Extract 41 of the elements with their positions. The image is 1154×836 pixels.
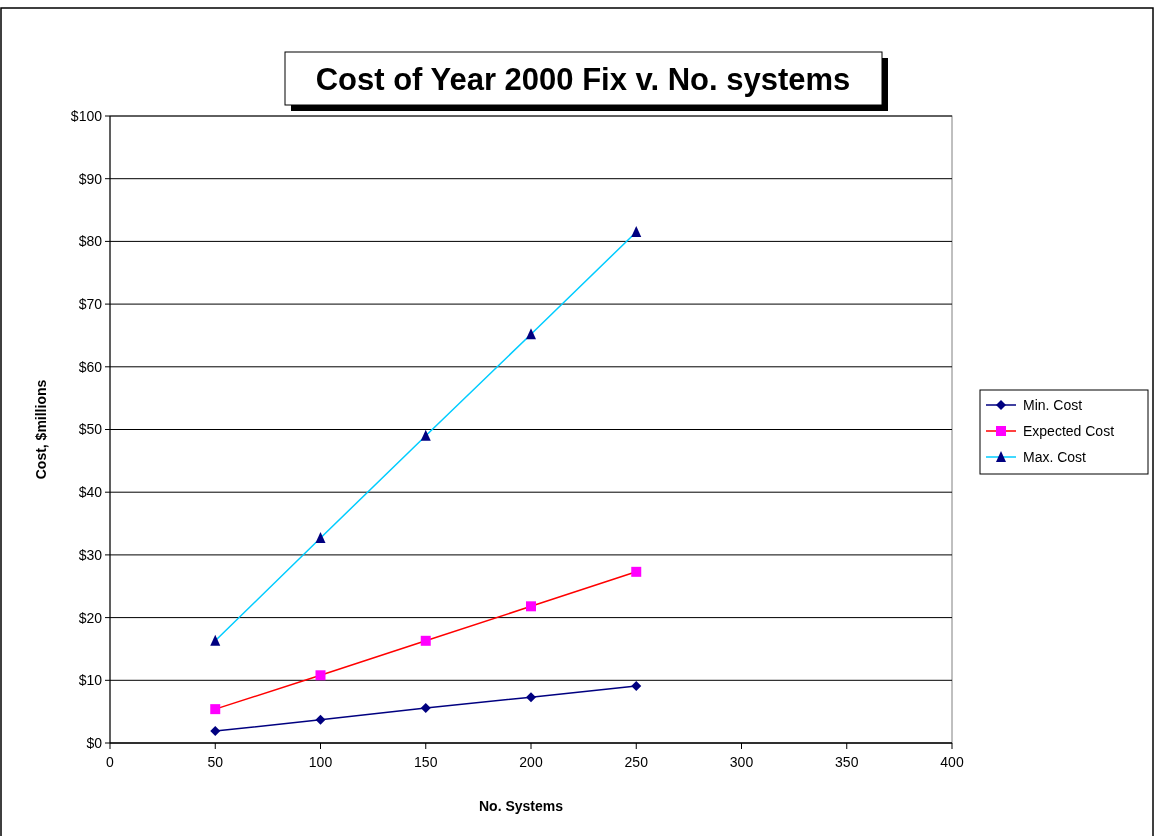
point bbox=[210, 704, 221, 715]
y-tick-label: $90 bbox=[78, 170, 103, 187]
x-tick-label: 350 bbox=[835, 754, 859, 770]
y-tick-label: $70 bbox=[78, 296, 103, 312]
point bbox=[631, 566, 642, 577]
x-tick-label: 0 bbox=[106, 754, 115, 770]
x-tick-label: 200 bbox=[519, 754, 543, 770]
y-tick-label: $80 bbox=[78, 233, 103, 250]
point bbox=[210, 726, 221, 737]
x-tick-label: 300 bbox=[729, 754, 754, 770]
y-tick-label: $30 bbox=[78, 546, 103, 563]
point bbox=[315, 531, 326, 543]
chart-title: Cost of Year 2000 Fix v. No. systems bbox=[315, 61, 851, 97]
point bbox=[420, 635, 431, 646]
y-tick-label: $60 bbox=[78, 358, 103, 375]
legend-label: Expected Cost bbox=[1023, 422, 1115, 439]
point bbox=[526, 601, 536, 612]
x-tick-label: 400 bbox=[940, 754, 964, 770]
legend-label: Max. Cost bbox=[1023, 448, 1087, 465]
x-tick-label: 150 bbox=[414, 754, 438, 770]
y-axis-title: Cost, $millions bbox=[33, 379, 49, 480]
y-tick-label: $40 bbox=[78, 484, 103, 501]
point bbox=[420, 429, 431, 441]
y-tick-label: $100 bbox=[70, 107, 103, 124]
y-tick-label: $10 bbox=[78, 672, 103, 689]
point bbox=[420, 702, 431, 713]
x-tick-label: 250 bbox=[624, 754, 649, 770]
y-tick-label: $0 bbox=[86, 734, 103, 751]
x-axis-title: No. Systems bbox=[478, 798, 564, 814]
y-tick-label: $50 bbox=[78, 421, 103, 438]
point bbox=[631, 226, 642, 237]
point bbox=[526, 328, 536, 340]
x-tick-label: 100 bbox=[308, 754, 333, 770]
x-tick-label: 50 bbox=[207, 754, 224, 770]
point bbox=[315, 670, 326, 681]
point bbox=[526, 692, 536, 703]
y-tick-label: $20 bbox=[78, 609, 103, 626]
legend-label: Min. Cost bbox=[1023, 396, 1083, 413]
point bbox=[631, 680, 642, 691]
point bbox=[315, 714, 326, 725]
point bbox=[210, 634, 221, 646]
